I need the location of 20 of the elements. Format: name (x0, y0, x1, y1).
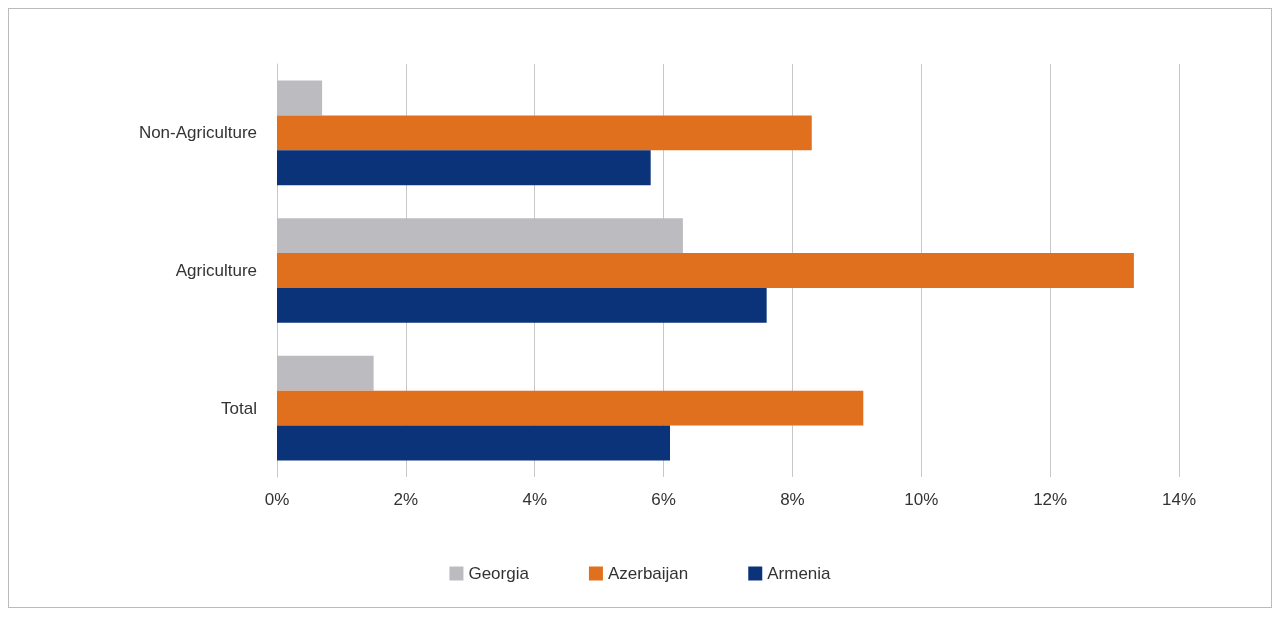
bar (277, 425, 671, 461)
y-tick-label: Non-Agriculture (138, 123, 257, 143)
legend-label: Azerbaijan (607, 564, 689, 583)
y-tick-label: Agriculture (175, 261, 257, 280)
x-tick-label: 2% (393, 490, 419, 509)
x-tick-label: 8% (780, 490, 805, 509)
legend-label: Armenia (767, 564, 832, 583)
y-tick-label: Total (221, 398, 257, 418)
legend-label: Georgia (468, 564, 530, 583)
x-tick-label: 10% (904, 490, 939, 509)
bar (277, 390, 864, 426)
x-tick-label: 0% (264, 490, 290, 509)
x-tick-label: 6% (651, 490, 676, 509)
x-tick-label: 14% (1161, 490, 1197, 509)
bar (277, 115, 812, 151)
x-tick-label: 4% (522, 490, 547, 509)
bar (277, 287, 767, 323)
x-tick-label: 12% (1033, 490, 1068, 509)
bar (277, 253, 1134, 288)
bar (277, 150, 651, 186)
